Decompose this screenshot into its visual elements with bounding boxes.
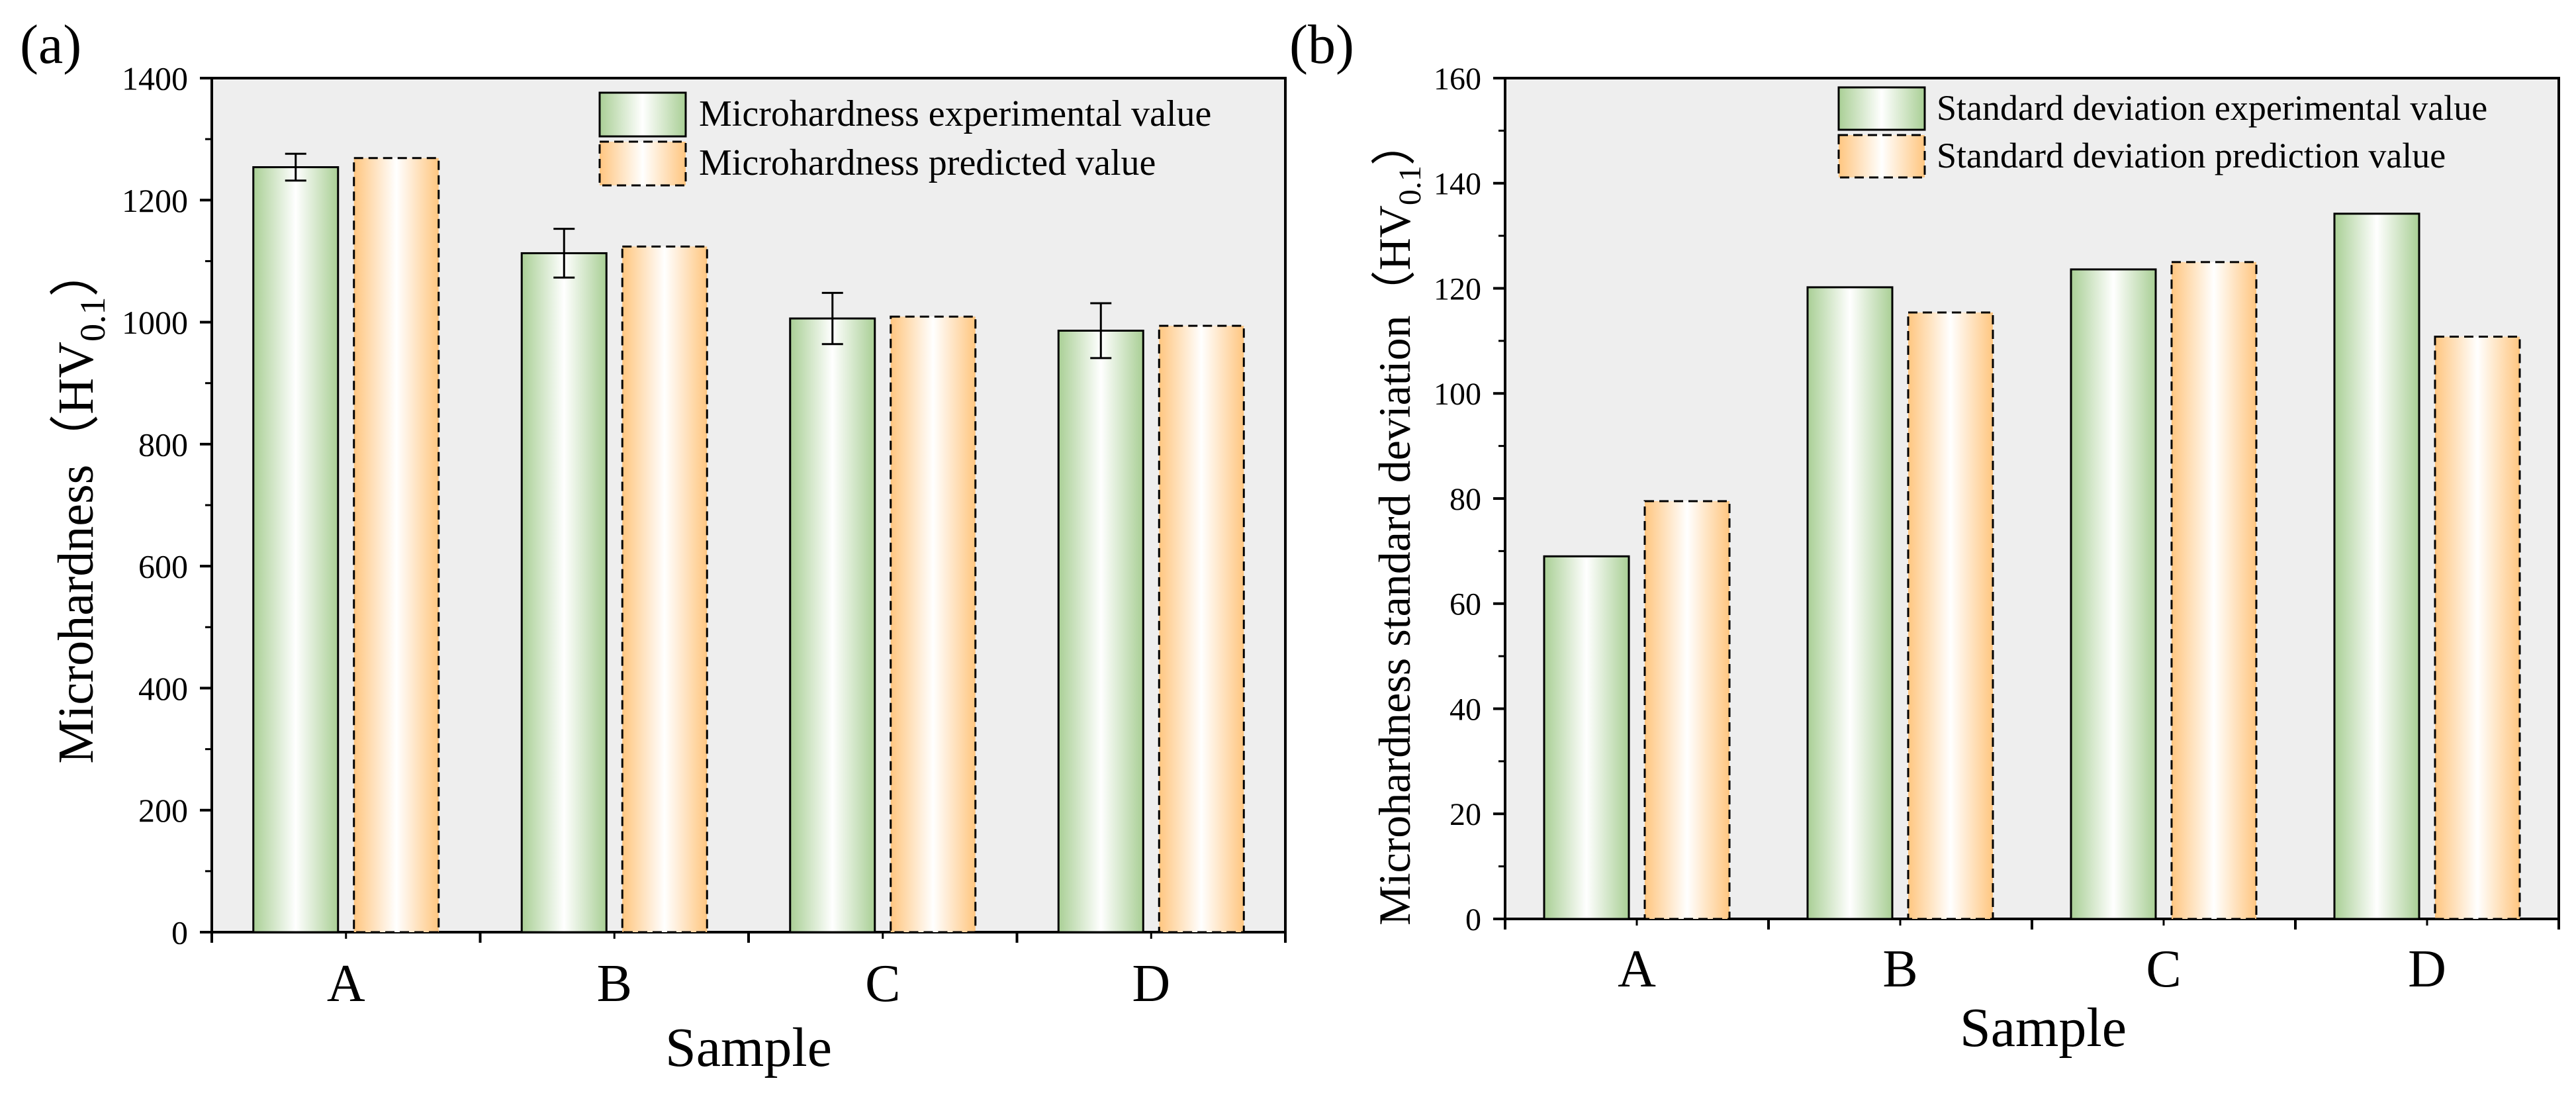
x-tick-label: C [2146,940,2181,998]
y-axis-title-b-close: ） [1369,120,1420,166]
y-axis-title-a-sub: 0.1 [73,297,113,342]
y-tick-label: 800 [138,426,188,463]
y-tick-label: 1000 [122,304,188,341]
bar-predicted-B [621,245,708,933]
legend-b-label-experimental: Standard deviation experimental value [1937,88,2487,128]
y-ticks-a: 0 200 400 600 800 1000 1200 1400 [122,60,212,951]
x-tick-label: B [597,955,632,1013]
legend-b-label-predicted: Standard deviation prediction value [1937,136,2446,175]
y-axis-title-a: Microhardness（HV0.1） [48,247,113,764]
y-axis-title-a-main: Microhardness（HV [48,342,104,764]
panel-b: (b) 0 20 40 60 80 100 120 140 160 A B C D Sample Mi… [1289,14,2560,1059]
bar-experimental-B [1806,286,1894,920]
x-ticks-b: A B C D [1504,919,2560,998]
y-axis-title-b: Microhardness standard deviation（HV0.1） [1369,120,1428,926]
legend-a-swatch-predicted [598,140,687,187]
bar-predicted-B [1907,311,1994,920]
x-ticks-a: A B C D [210,932,1287,1013]
bar-experimental-A [252,166,340,933]
y-tick-label: 20 [1449,797,1481,832]
bar-predicted-C [2170,261,2258,920]
y-tick-label: 140 [1434,167,1481,202]
bar-experimental-A [1543,555,1630,920]
bar-experimental-C [789,317,876,933]
legend-b-swatch-predicted [1837,134,1926,179]
y-tick-label: 600 [138,548,188,585]
bar-predicted-A [1643,500,1731,920]
x-tick-label: C [865,955,900,1013]
y-tick-label: 60 [1449,587,1481,622]
y-tick-label: 1400 [122,60,188,97]
y-tick-label: 100 [1434,377,1481,412]
y-tick-label: 40 [1449,692,1481,727]
x-axis-title-b: Sample [1960,997,2127,1059]
x-axis-title-a: Sample [665,1017,832,1078]
panel-label-b: (b) [1289,14,1354,75]
bar-predicted-C [890,315,977,933]
x-tick-label: D [1132,955,1170,1013]
x-tick-label: D [2408,940,2446,998]
legend-b-swatch-experimental [1837,86,1926,131]
y-tick-label: 0 [171,914,188,951]
x-tick-label: A [1618,940,1656,998]
y-tick-label: 160 [1434,62,1481,97]
y-tick-label: 1200 [122,182,188,219]
bar-experimental-C [2070,268,2157,920]
bar-predicted-D [1158,324,1245,933]
bars-b [1543,213,2521,920]
y-ticks-b: 0 20 40 60 80 100 120 140 160 [1434,62,1505,937]
y-tick-label: 120 [1434,271,1481,307]
y-tick-label: 200 [138,792,188,829]
legend-b: Standard deviation experimental value St… [1837,86,2487,179]
bars-a [252,152,1245,933]
y-axis-title-a-close: ） [48,247,104,297]
bar-experimental-B [520,252,608,933]
bar-experimental-D [1057,329,1144,933]
y-tick-label: 0 [1465,902,1481,937]
bar-predicted-D [2434,336,2521,920]
panel-a: (a) 0 200 400 600 800 1000 1200 1400 A B C D Sampl… [20,14,1287,1078]
y-axis-title-b-main: Microhardness standard deviation（HV [1369,205,1420,926]
panel-label-a: (a) [20,14,81,75]
legend-a: Microhardness experimental value Microha… [598,91,1211,187]
y-tick-label: 400 [138,670,188,707]
y-axis-title-b-sub: 0.1 [1393,166,1428,205]
legend-a-swatch-experimental [598,91,687,138]
bar-experimental-D [2333,213,2420,920]
legend-a-label-predicted: Microhardness predicted value [699,142,1156,183]
x-tick-label: B [1882,940,1917,998]
legend-a-label-experimental: Microhardness experimental value [699,93,1211,134]
bar-predicted-A [353,157,440,933]
y-tick-label: 80 [1449,482,1481,517]
x-tick-label: A [327,955,365,1013]
